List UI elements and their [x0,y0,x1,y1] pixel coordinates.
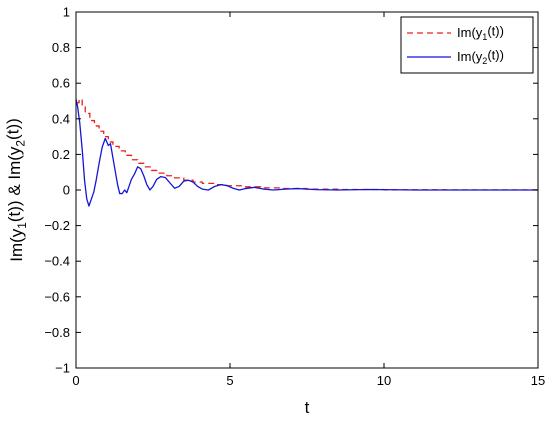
label-part: (t)) [487,24,504,39]
y-tick-label: 0.4 [52,111,70,126]
x-tick-label: 10 [377,373,391,388]
subscript: 2 [482,56,487,66]
y-axis-label: Im(y1(t)) & Im(y2(t)) [3,118,29,262]
y-tick-label: −1 [55,361,70,376]
x-tick-label: 5 [226,373,233,388]
subscript: 1 [15,222,29,229]
y-tick-label: 0 [63,183,70,198]
legend-label-1: Im(y1(t)) [457,24,504,43]
label-part: (t)) & Im(y [5,146,24,222]
ticks-layer: 0 5 10 15 −1 −0.8 −0.6 −0.4 −0.2 0 0.2 0.4 0.6 0.8 1 [44,5,545,389]
y-tick-label: 1 [63,5,70,20]
x-axis-label: t [305,398,310,417]
series-line-1 [76,98,539,191]
legend-label-2: Im(y2(t)) [457,48,504,67]
subscript: 2 [13,140,27,147]
y-tick-label: −0.2 [44,218,70,233]
y-tick-label: 0.6 [52,76,70,91]
x-tick-label: 0 [72,373,79,388]
series-line-2 [75,99,538,207]
y-tick-label: −0.6 [44,289,70,304]
label-part: Im(y [457,49,483,64]
y-tick-label: 0.8 [52,40,70,55]
series-layer [75,98,539,207]
y-tick-label: 0.2 [52,147,70,162]
label-part: (t)) [3,118,22,140]
legend: Im(y1(t))Im(y2(t)) [400,16,534,74]
x-tick-label: 15 [531,373,545,388]
label-part: Im(y [7,228,26,262]
subscript: 1 [482,32,487,42]
y-tick-label: −0.4 [44,254,70,269]
label-part: Im(y [457,25,483,40]
y-tick-label: −0.8 [44,325,70,340]
legend-box [400,16,534,74]
label-part: (t)) [487,48,504,63]
